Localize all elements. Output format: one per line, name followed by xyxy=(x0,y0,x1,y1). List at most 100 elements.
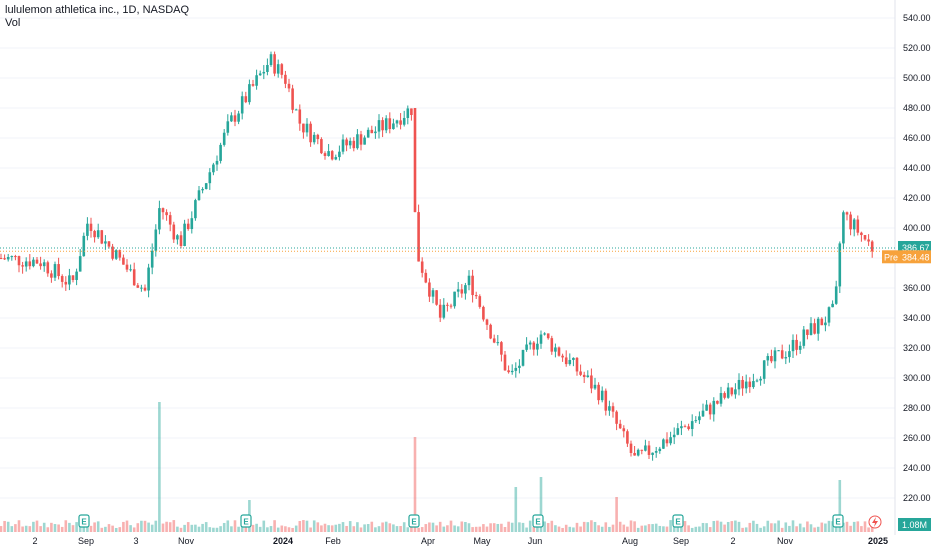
candle-body xyxy=(204,183,208,190)
volume-bar xyxy=(579,526,582,532)
volume-bar xyxy=(708,527,712,532)
candle-body xyxy=(226,121,230,133)
candle-body xyxy=(150,250,154,268)
volume-bar xyxy=(482,524,485,532)
candle-body xyxy=(698,416,701,421)
volume-bar xyxy=(777,520,780,532)
candle-body xyxy=(78,256,82,272)
volume-bar xyxy=(672,527,676,532)
volume-bar xyxy=(690,527,694,532)
candle-body xyxy=(705,404,708,411)
candle-body xyxy=(665,439,669,444)
candle-body xyxy=(316,134,320,140)
volume-bar xyxy=(388,523,392,532)
earnings-marker xyxy=(78,514,90,528)
volume-bar xyxy=(791,520,795,532)
volume-bar xyxy=(3,520,6,532)
candle-body xyxy=(10,256,14,258)
candle-body xyxy=(500,342,503,355)
volume-bar xyxy=(334,524,338,532)
volume-bar xyxy=(395,526,399,532)
volume-bar xyxy=(600,526,604,532)
candle-body xyxy=(89,223,93,231)
candle-body xyxy=(489,324,492,339)
volume-bar xyxy=(755,523,759,532)
pre-label: Pre xyxy=(884,252,898,262)
volume-bar xyxy=(453,525,456,532)
volume-bar xyxy=(795,526,798,532)
candle-body xyxy=(64,281,68,285)
candle-body xyxy=(644,445,647,451)
candle-body xyxy=(820,318,824,326)
volume-bar xyxy=(96,521,100,532)
candle-body xyxy=(50,273,53,278)
volume-bar xyxy=(237,526,240,532)
earnings-letter: E xyxy=(81,518,87,527)
candle-body xyxy=(600,390,604,401)
candle-body xyxy=(737,379,741,390)
volume-bar xyxy=(327,525,330,532)
volume-bar xyxy=(107,524,111,532)
volume-bar xyxy=(597,525,600,532)
candle-body xyxy=(176,235,179,240)
candle-body xyxy=(17,256,21,266)
volume-bar xyxy=(233,520,237,532)
candle-body xyxy=(251,84,255,86)
volume-bar xyxy=(280,525,284,532)
volume-bar xyxy=(478,526,482,532)
volume-bar xyxy=(813,527,816,532)
candle-body xyxy=(370,129,374,134)
volume-bar xyxy=(568,526,572,532)
candle-body xyxy=(701,410,705,417)
volume-bar xyxy=(784,522,788,532)
candle-body xyxy=(791,339,795,352)
candle-body xyxy=(554,347,557,352)
volume-bar xyxy=(93,522,96,532)
candle-body xyxy=(161,208,165,213)
volume-bar xyxy=(28,526,32,532)
volume-bar xyxy=(114,527,118,532)
volume-bar xyxy=(665,526,669,532)
candle-body xyxy=(867,239,870,242)
volume-bar xyxy=(366,524,370,532)
earnings-letter: E xyxy=(243,518,249,527)
candle-body xyxy=(582,374,586,378)
volume-bar xyxy=(341,522,345,532)
candle-body xyxy=(212,164,215,173)
candle-body xyxy=(377,120,381,132)
volume-bar xyxy=(172,520,176,532)
candle-body xyxy=(536,343,539,350)
volume-bar xyxy=(654,523,658,532)
candle-body xyxy=(460,289,464,294)
volume-bar xyxy=(550,520,554,532)
volume-bar xyxy=(856,521,860,532)
volume-bar xyxy=(21,526,24,532)
price-axis[interactable]: 540.00 520.00 500.00 480.00 460.00 440.00 420.… xyxy=(903,13,931,503)
candle-body xyxy=(309,123,312,143)
volume-bar xyxy=(870,525,874,532)
volume-bar xyxy=(590,520,593,532)
time-axis[interactable]: 2 Sep 3 Nov 2024 Feb Apr May Jun Aug Sep 2 Nov 2025 xyxy=(32,536,888,546)
volume-bar xyxy=(75,522,78,532)
earnings-letter: E xyxy=(675,518,681,527)
volume-bar xyxy=(294,525,298,532)
volume-bar xyxy=(176,526,179,532)
time-axis-label: 2025 xyxy=(868,536,888,546)
price-tick-label: 220.00 xyxy=(903,493,931,503)
candle-body xyxy=(143,287,147,291)
lightning-icon[interactable] xyxy=(868,515,882,529)
candle-body xyxy=(111,246,114,259)
candle-body xyxy=(507,370,510,373)
volume-bar xyxy=(816,526,820,532)
volume-bar xyxy=(222,522,226,532)
volume-bar xyxy=(543,521,546,532)
volume-bar xyxy=(64,520,68,532)
volume-bar xyxy=(32,521,35,532)
candle-body xyxy=(39,263,42,267)
candle-body xyxy=(478,296,482,307)
candle-body xyxy=(341,139,345,152)
volume-bar xyxy=(215,527,219,532)
volume-bar xyxy=(485,526,489,532)
